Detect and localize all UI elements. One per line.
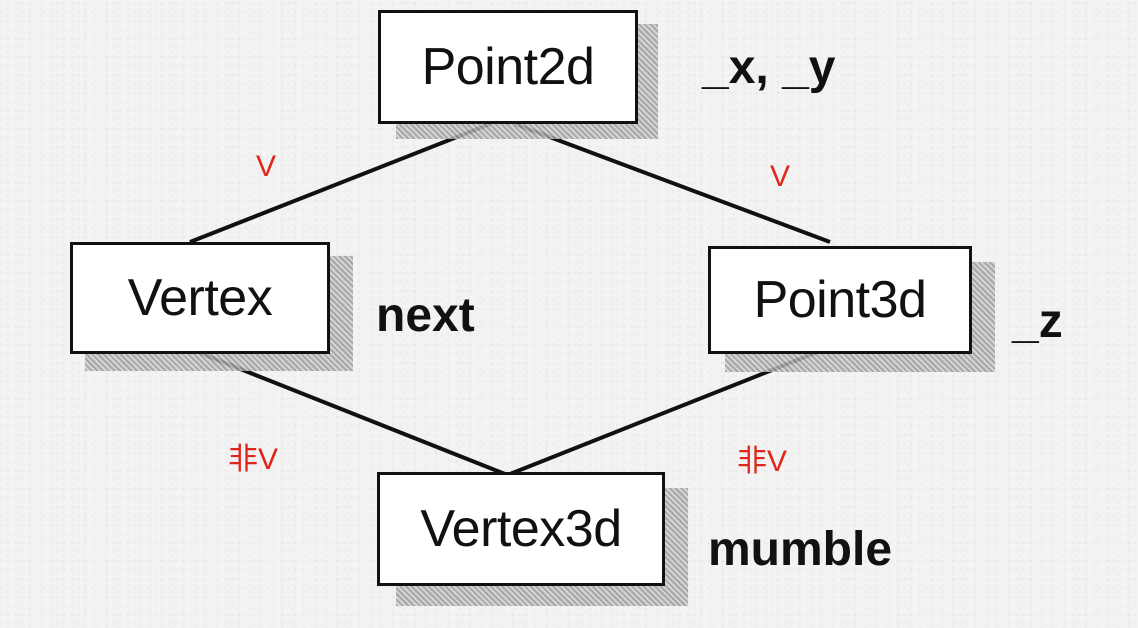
edge-point2d-point3d <box>514 122 831 244</box>
point2d-node: Point2d <box>378 10 638 124</box>
point2d-fields: _x, _y <box>702 41 836 94</box>
edge-point3d-vertex3d <box>509 351 816 476</box>
vertex3d-label: Vertex3d <box>420 500 622 558</box>
edge-vertex-vertex3d <box>199 351 506 476</box>
vertex3d-fields: mumble <box>708 523 893 576</box>
vertex-node: Vertex <box>70 242 330 354</box>
point3d-label: Point3d <box>753 271 927 329</box>
edge-point2d-vertex <box>189 122 491 244</box>
point3d-node: Point3d <box>708 246 972 354</box>
vertex3d-node: Vertex3d <box>377 472 665 586</box>
edge-label-point2d-point3d: V <box>770 160 791 193</box>
edge-label-point3d-vertex3d: 非V <box>737 445 788 478</box>
vertex-fields: next <box>376 289 475 342</box>
vertex-label: Vertex <box>127 269 273 327</box>
point2d-label: Point2d <box>421 38 595 96</box>
point3d-fields: _z <box>1012 295 1063 348</box>
edge-label-vertex-vertex3d: 非V <box>228 443 279 476</box>
edge-label-point2d-vertex: V <box>256 150 277 183</box>
